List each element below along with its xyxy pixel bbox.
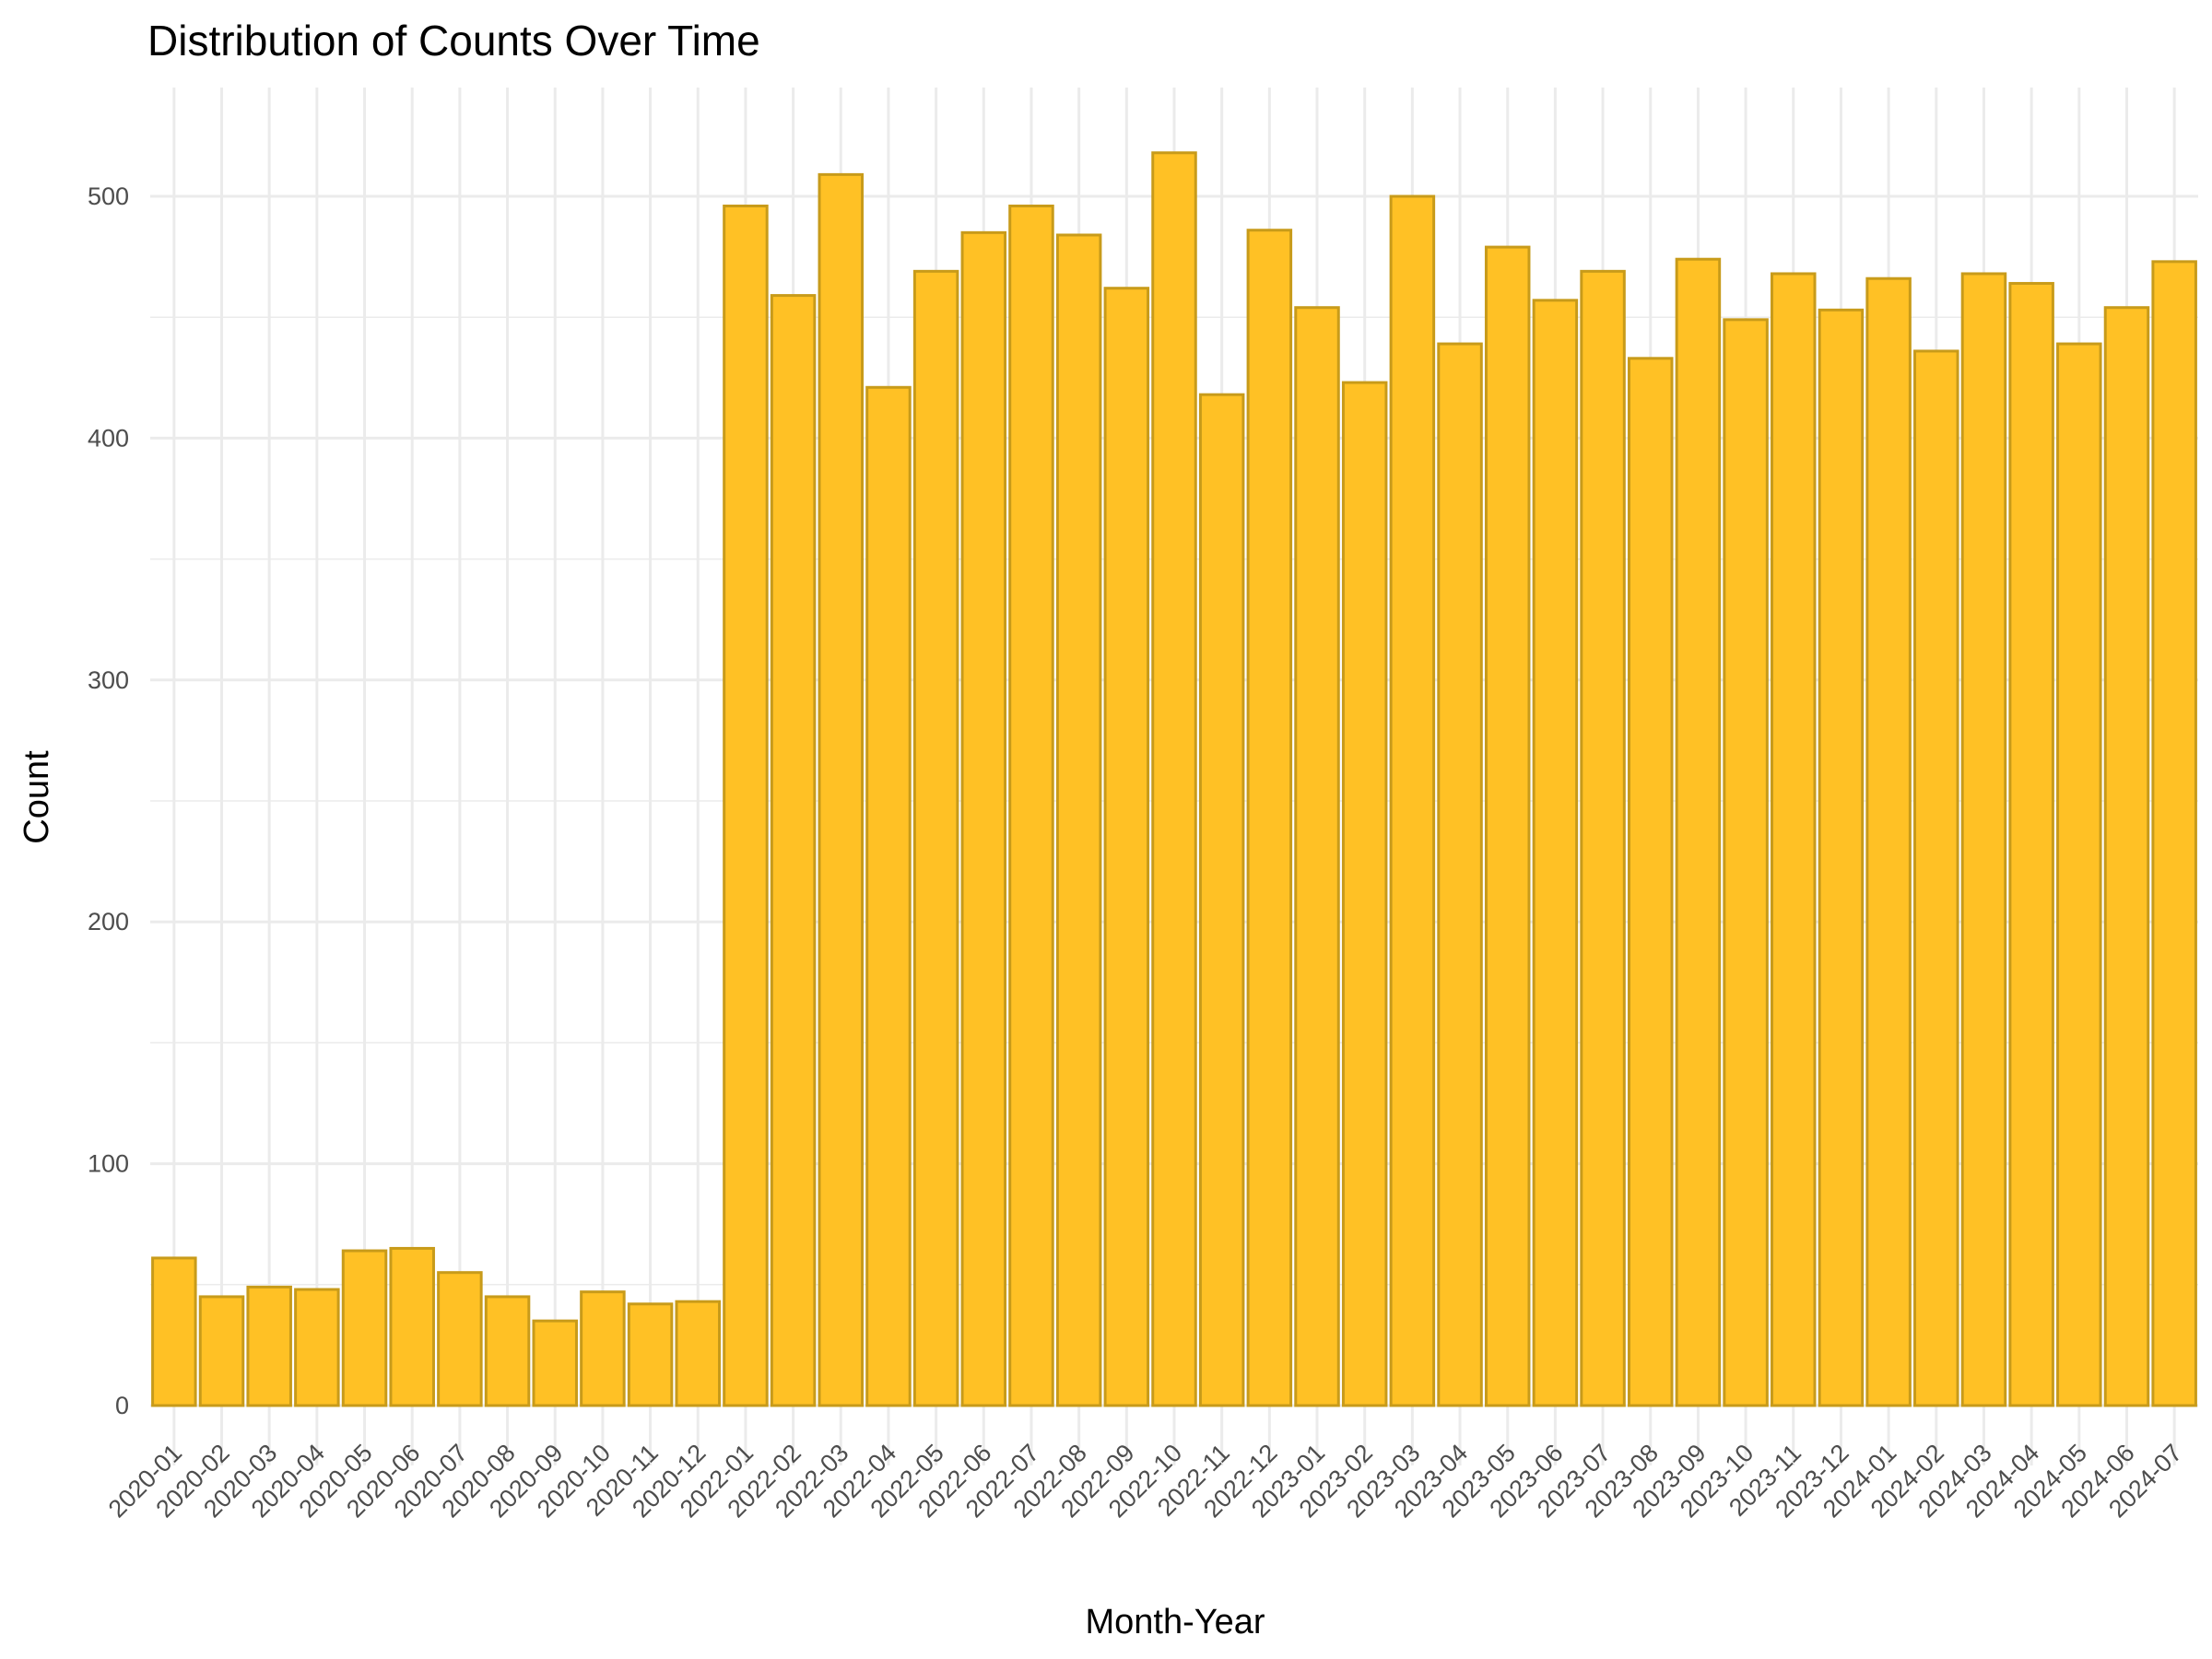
bar-2023-03 — [1389, 194, 1436, 1407]
bar-2023-01 — [1294, 306, 1340, 1407]
bar-2024-06 — [2103, 306, 2150, 1407]
bar-2024-04 — [2008, 281, 2054, 1407]
bar-2020-04 — [294, 1288, 340, 1407]
bar-2022-04 — [865, 385, 912, 1407]
bar-2020-10 — [580, 1290, 626, 1407]
bar-2023-10 — [1723, 318, 1769, 1407]
bar-2020-06 — [389, 1246, 435, 1407]
y-axis-title: Count — [18, 750, 56, 844]
y-tick-label: 100 — [88, 1150, 129, 1178]
bar-2023-12 — [1818, 308, 1865, 1407]
bar-2022-07 — [1008, 204, 1054, 1407]
bar-2022-12 — [1246, 229, 1293, 1407]
bar-2020-12 — [675, 1300, 722, 1407]
bar-2023-06 — [1532, 299, 1579, 1407]
bar-2023-07 — [1580, 269, 1626, 1407]
bar-2022-10 — [1151, 151, 1197, 1407]
bar-2022-11 — [1198, 393, 1245, 1407]
chart-title: Distribution of Counts Over Time — [147, 17, 760, 65]
bar-2020-11 — [627, 1302, 674, 1407]
bar-2023-05 — [1484, 245, 1531, 1407]
bar-2024-02 — [1913, 349, 1959, 1407]
bar-2020-05 — [341, 1249, 388, 1407]
bar-2020-02 — [198, 1295, 245, 1407]
bar-2020-09 — [532, 1319, 578, 1407]
bar-2022-01 — [723, 204, 769, 1407]
bar-2024-07 — [2151, 260, 2197, 1407]
y-tick-label: 0 — [115, 1392, 129, 1419]
bar-2022-05 — [912, 269, 959, 1407]
y-tick-label: 500 — [88, 182, 129, 210]
bar-2020-03 — [246, 1285, 292, 1407]
bar-2020-08 — [484, 1295, 531, 1407]
y-tick-label: 300 — [88, 666, 129, 694]
y-tick-label: 200 — [88, 908, 129, 935]
bar-2024-03 — [1960, 272, 2007, 1407]
bar-2022-08 — [1055, 233, 1102, 1407]
bar-2020-01 — [151, 1256, 197, 1407]
bar-2023-04 — [1437, 342, 1483, 1407]
bar-2023-02 — [1341, 381, 1388, 1407]
y-axis-ticks: 0 100 200 300 400 500 — [88, 182, 129, 1419]
bar-2022-03 — [818, 172, 865, 1407]
bar-2022-09 — [1103, 287, 1150, 1407]
bars — [151, 151, 2197, 1407]
x-axis-ticks: 2020-012020-022020-032020-042020-052020-… — [103, 1439, 2188, 1523]
bar-2022-06 — [960, 230, 1007, 1407]
bar-2023-09 — [1675, 257, 1722, 1407]
bar-2024-01 — [1865, 276, 1912, 1407]
bar-2020-07 — [437, 1271, 483, 1407]
bar-2023-11 — [1771, 272, 1817, 1407]
bar-2023-08 — [1627, 357, 1674, 1407]
x-axis-title: Month-Year — [1085, 1603, 1265, 1641]
y-tick-label: 400 — [88, 424, 129, 452]
bar-2024-05 — [2056, 342, 2102, 1407]
bar-2022-02 — [770, 294, 817, 1407]
